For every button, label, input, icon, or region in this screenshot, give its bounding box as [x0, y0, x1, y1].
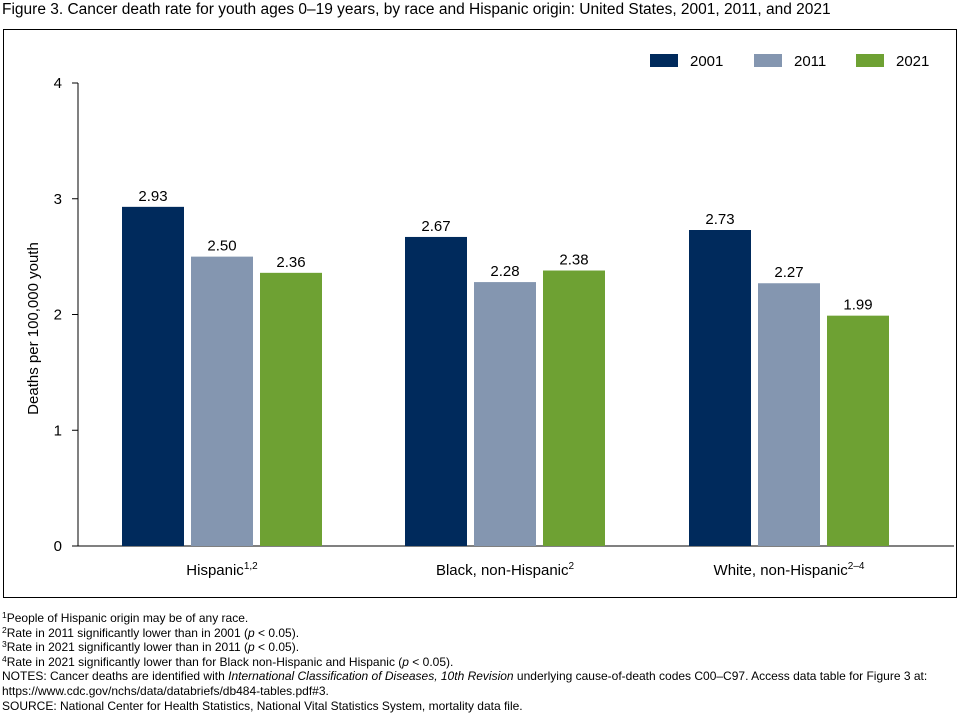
footnote-2: 2Rate in 2011 significantly lower than i…: [2, 624, 300, 640]
data-label: 2.67: [421, 218, 450, 235]
legend-label-2001: 2001: [690, 53, 723, 70]
legend-swatch-2001: [650, 54, 678, 67]
bar-2001: [122, 206, 184, 547]
y-tick-label: 3: [54, 191, 62, 208]
data-label: 2.28: [490, 263, 519, 280]
y-tick-label: 1: [54, 422, 62, 439]
notes-text: NOTES: Cancer deaths are identified with…: [2, 669, 928, 698]
bar-chart: 0 1 2 3 4 Deaths per 100,000 youth 2.93 2.50 2.3…: [25, 53, 954, 579]
data-label: 1.99: [843, 297, 872, 314]
y-tick-label: 0: [54, 538, 62, 555]
bar-2011: [758, 283, 820, 546]
legend-label-2021: 2021: [896, 53, 929, 70]
footnote-1: 1People of Hispanic origin may be of any…: [2, 610, 249, 625]
bar-2001: [689, 230, 751, 546]
bar-2021: [543, 270, 605, 546]
x-category-label: White, non-Hispanic2–4: [714, 561, 865, 579]
source-text: SOURCE: National Center for Health Stati…: [2, 698, 523, 713]
footnote-4: 4Rate in 2021 significantly lower than f…: [2, 653, 454, 669]
data-label: 2.93: [138, 188, 167, 205]
x-category-label: Hispanic1,2: [186, 561, 258, 579]
footnotes: 1People of Hispanic origin may be of any…: [2, 611, 960, 713]
data-label: 2.27: [774, 264, 803, 281]
data-label: 2.50: [207, 238, 236, 255]
y-axis-title: Deaths per 100,000 youth: [25, 242, 42, 415]
x-category-label: Black, non-Hispanic2: [436, 561, 575, 579]
y-tick-label: 2: [54, 307, 62, 324]
data-label: 2.38: [559, 252, 588, 269]
data-label: 2.73: [705, 211, 734, 228]
bar-2021: [827, 315, 889, 546]
bar-2011: [191, 256, 253, 546]
y-tick-label: 4: [54, 75, 62, 92]
legend-swatch-2021: [856, 54, 884, 67]
bar-2001: [405, 236, 467, 546]
data-label: 2.36: [276, 254, 305, 271]
legend-label-2011: 2011: [794, 53, 826, 70]
bar-2021: [260, 272, 322, 546]
figure-title: Figure 3. Cancer death rate for youth ag…: [2, 1, 831, 18]
legend-swatch-2011: [754, 54, 782, 67]
bar-2011: [474, 282, 536, 546]
footnote-3: 3Rate in 2021 significantly lower than i…: [2, 639, 300, 655]
chart-frame: 0 1 2 3 4 Deaths per 100,000 youth 2.93 2.50 2.3…: [3, 29, 957, 598]
